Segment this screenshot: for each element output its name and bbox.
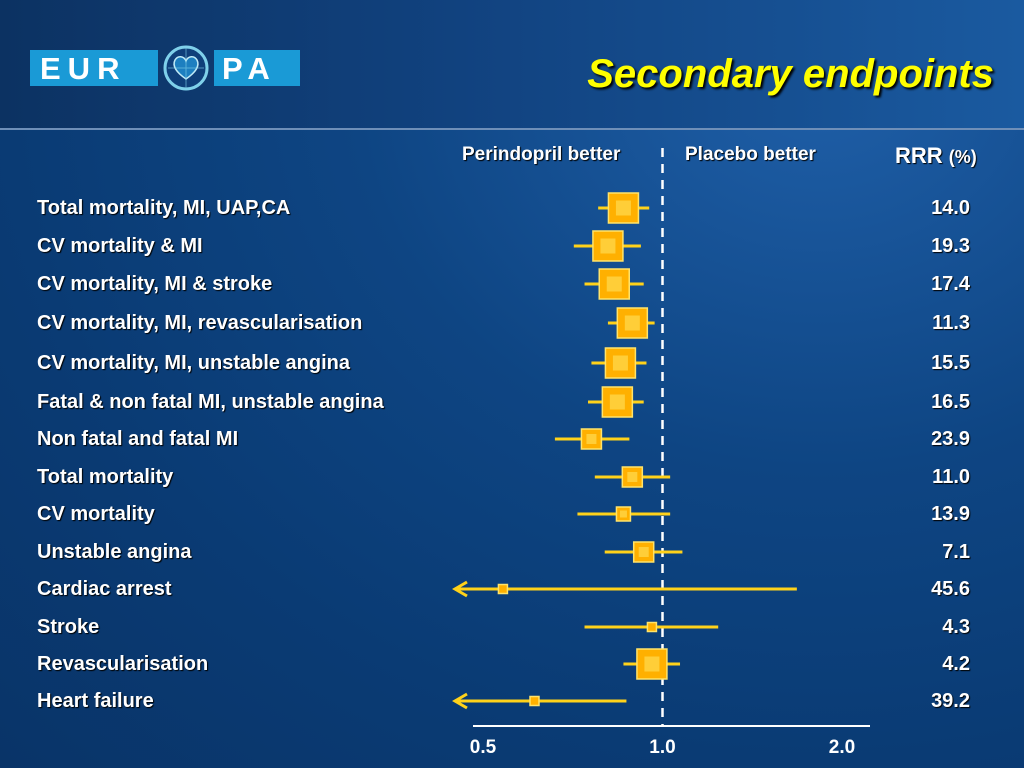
marker-highlight [600,238,616,254]
rrr-value: 19.3 [931,235,970,257]
rrr-value: 39.2 [931,690,970,712]
x-tick-label: 1.0 [649,737,675,758]
marker-highlight [638,547,649,557]
marker-highlight [619,510,627,518]
marker-highlight [615,200,631,216]
rrr-header-label: RRR [895,143,943,168]
endpoint-label: CV mortality & MI [37,235,203,257]
endpoint-label: Total mortality [37,466,174,488]
marker-highlight [586,434,597,444]
endpoint-label: Total mortality, MI, UAP,CA [37,197,291,219]
logo-left-text: EUR [40,51,127,86]
ci-arrow-left [452,692,468,710]
endpoint-label: CV mortality, MI & stroke [37,273,273,295]
endpoint-label: CV mortality [37,503,155,525]
endpoint-label: Heart failure [37,690,154,712]
rrr-value: 23.9 [931,428,970,450]
heart-globe-icon [163,45,209,91]
marker-highlight [624,315,640,331]
rrr-value: 15.5 [931,352,970,374]
rrr-value: 14.0 [931,197,970,219]
marker-highlight [644,656,660,672]
logo-right-text: PA [222,51,277,86]
logo-left-bar [30,50,158,86]
rrr-value: 16.5 [931,391,970,413]
marker-highlight [612,355,628,371]
endpoint-label: Stroke [37,616,100,638]
europa-logo: EUR PA [30,45,300,91]
endpoint-label: Revascularisation [37,653,209,675]
marker-highlight [627,472,638,482]
rrr-value: 4.3 [942,616,970,638]
rrr-header-unit: (%) [948,147,977,167]
marker-highlight [609,394,625,410]
point-estimate-marker [497,583,509,595]
rrr-column-header: RRR (%) [895,143,977,170]
rrr-value: 7.1 [942,541,970,563]
placebo-better-label: Placebo better [685,144,816,165]
rrr-value: 11.3 [932,312,970,334]
point-estimate-marker [646,621,658,633]
ci-arrow-left [452,580,468,598]
x-tick-label: 0.5 [470,737,497,758]
slide-title: Secondary endpoints [587,52,994,96]
marker-highlight [606,276,622,292]
rrr-value: 17.4 [931,273,970,295]
endpoint-label: Unstable angina [37,541,192,563]
endpoint-label: Fatal & non fatal MI, unstable angina [37,391,384,413]
endpoint-label: Non fatal and fatal MI [37,428,239,450]
x-tick-label: 2.0 [829,737,855,758]
rrr-value: 45.6 [931,578,970,600]
rrr-value: 4.2 [942,653,970,675]
rrr-value: 11.0 [932,466,970,488]
perindopril-better-label: Perindopril better [462,144,621,165]
endpoint-label: Cardiac arrest [37,578,172,600]
rrr-value: 13.9 [931,503,970,525]
endpoint-label: CV mortality, MI, revascularisation [37,312,363,334]
logo-right-bar [214,50,300,86]
point-estimate-marker [529,695,540,707]
endpoint-label: CV mortality, MI, unstable angina [37,352,351,374]
header-divider [0,128,1024,130]
